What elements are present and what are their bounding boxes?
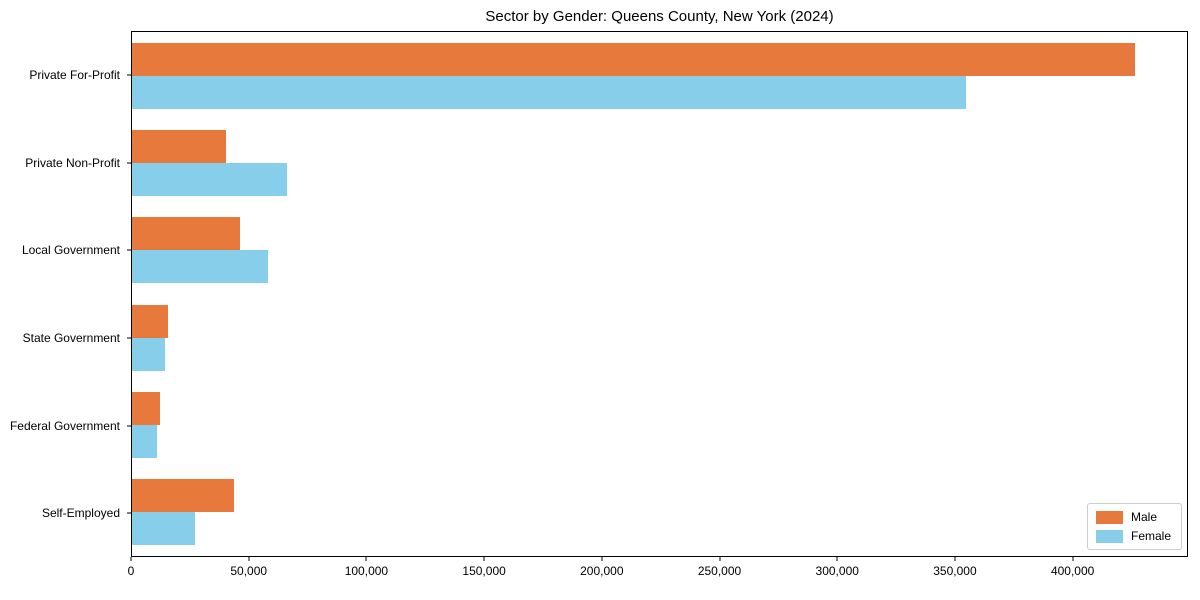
y-axis-label: Federal Government (9, 418, 120, 433)
x-tick-label: 350,000 (933, 564, 977, 578)
bar-male (132, 479, 235, 513)
legend-swatch-male (1095, 510, 1123, 524)
y-axis-label: Local Government (21, 243, 120, 258)
y-axis: Private For-Profit Private Non-Profit Loca… (0, 31, 131, 557)
legend-swatch-female (1095, 529, 1123, 543)
x-axis: 0 50,000 100,000 150,000 200,000 250,000 300,0… (127, 557, 1188, 587)
bar-female (132, 250, 269, 284)
x-tick-label: 250,000 (697, 564, 742, 578)
y-tick-mark (127, 512, 131, 514)
bar-rows (132, 32, 1187, 556)
x-tick-label: 400,000 (1050, 564, 1095, 578)
bar-female (132, 512, 196, 546)
bar-female (132, 162, 288, 196)
bar-group (132, 207, 1187, 294)
x-tick-label: 200,000 (580, 564, 624, 578)
x-tick-mark (1072, 557, 1074, 561)
x-tick-label: 0 (127, 564, 135, 578)
y-axis-label: Private For-Profit (29, 67, 120, 82)
x-tick-label: 300,000 (815, 564, 859, 578)
plot-area: Male Female (131, 31, 1188, 557)
x-tick-mark (248, 557, 250, 561)
y-tick-mark (127, 337, 131, 339)
bar-female (132, 337, 165, 371)
x-tick-mark (483, 557, 485, 561)
x-tick-mark (719, 557, 721, 561)
bar-female (132, 424, 157, 458)
bar-group (132, 119, 1187, 206)
bar-group (132, 469, 1187, 556)
y-axis-label: Private Non-Profit (25, 155, 120, 170)
y-tick-mark (127, 74, 131, 76)
x-tick-label: 50,000 (230, 564, 268, 578)
bar-male (132, 217, 241, 251)
legend-item: Male (1095, 510, 1171, 524)
x-tick-mark (954, 557, 956, 561)
bar-male (132, 304, 169, 338)
legend-item: Female (1095, 529, 1171, 543)
y-axis-label: Self-Employed (41, 506, 120, 521)
x-tick-mark (836, 557, 838, 561)
legend: Male Female (1086, 503, 1182, 550)
bar-group (132, 294, 1187, 381)
x-tick-mark (601, 557, 603, 561)
x-tick-label: 150,000 (462, 564, 506, 578)
bar-male (132, 129, 226, 163)
bar-male (132, 42, 1136, 76)
bar-group (132, 32, 1187, 119)
chart-title: Sector by Gender: Queens County, New Yor… (485, 8, 834, 25)
legend-label: Female (1130, 529, 1171, 543)
x-tick-mark (365, 557, 367, 561)
x-tick-label: 100,000 (344, 564, 389, 578)
x-tick-mark (130, 557, 132, 561)
legend-label: Male (1130, 510, 1157, 524)
y-tick-mark (127, 425, 131, 426)
bar-group (132, 381, 1187, 468)
y-tick-mark (127, 249, 131, 251)
bar-female (132, 75, 967, 109)
y-axis-label: State Government (22, 330, 120, 345)
bar-male (132, 391, 161, 425)
y-tick-mark (127, 162, 131, 163)
